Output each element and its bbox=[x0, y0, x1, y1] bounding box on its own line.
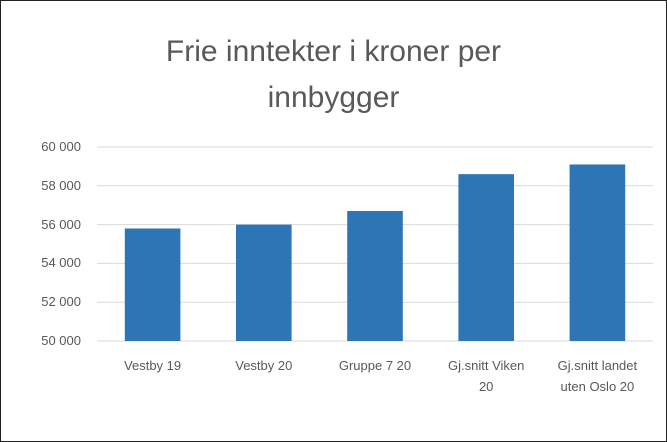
x-tick-label: Vestby 20 bbox=[235, 358, 293, 373]
y-tick-label: 54 000 bbox=[41, 255, 81, 271]
x-tick-label: Vestby 19 bbox=[124, 358, 182, 373]
y-tick-label: 50 000 bbox=[41, 333, 81, 348]
bar bbox=[458, 174, 514, 341]
x-tick-label: Gj.snitt Viken 20 bbox=[448, 358, 525, 394]
chart-title: Frie inntekter i kroner per innbygger bbox=[165, 35, 502, 114]
x-tick-label: Gruppe 7 20 bbox=[338, 358, 412, 373]
bar bbox=[569, 164, 626, 341]
y-tick-label: 52 000 bbox=[41, 294, 81, 310]
x-tick-label: Gj.snitt landet uten Oslo 20 bbox=[557, 358, 638, 394]
y-tick-label: 58 000 bbox=[41, 177, 81, 193]
bar bbox=[347, 211, 403, 341]
y-tick-label: 60 000 bbox=[41, 139, 81, 154]
y-tick-label: 56 000 bbox=[41, 216, 81, 232]
bar bbox=[124, 228, 181, 341]
bar bbox=[236, 224, 292, 341]
